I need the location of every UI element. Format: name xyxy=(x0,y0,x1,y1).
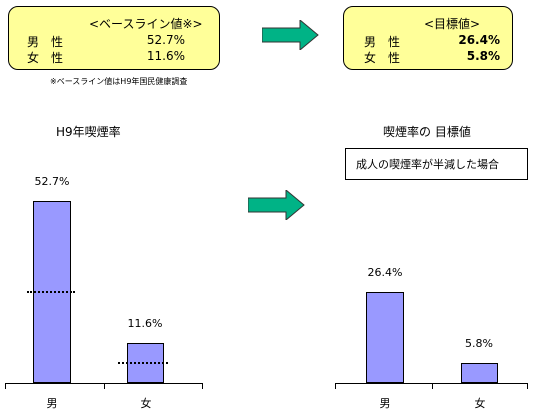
target-heading: <目標値> xyxy=(424,17,481,31)
target-box: <目標値> 男 性 26.4% 女 性 5.8% xyxy=(343,6,513,70)
bar-value-label: 52.7% xyxy=(34,175,70,189)
baseline-male-value: 52.7% xyxy=(146,33,185,47)
right-axis-tick xyxy=(432,383,433,389)
arrow-right-icon xyxy=(262,20,319,50)
left-axis-tick xyxy=(202,383,203,389)
target-male-label: 男 性 xyxy=(364,35,401,49)
category-label: 女 xyxy=(474,397,486,410)
category-label: 男 xyxy=(46,397,58,410)
target-row-male: 男 性 26.4% xyxy=(364,33,500,49)
target-male-value: 26.4% xyxy=(458,33,500,47)
bar-value-label: 26.4% xyxy=(367,265,403,279)
right-axis-tick xyxy=(335,383,336,389)
baseline-footnote: ※ベースライン値はH9年国民健康調査 xyxy=(50,77,188,86)
baseline-female-value: 11.6% xyxy=(146,49,185,63)
right-chart-title: 喫煙率の 目標値 xyxy=(383,125,471,139)
bar-value-label: 11.6% xyxy=(127,316,163,330)
right-x-axis xyxy=(335,383,528,384)
right-axis-tick xyxy=(527,383,528,389)
bar-value-label: 5.8% xyxy=(465,336,493,350)
category-label: 男 xyxy=(379,397,391,410)
left-axis-tick xyxy=(5,383,6,389)
left-axis-tick xyxy=(104,383,105,389)
bar-male-target xyxy=(366,291,404,383)
baseline-heading: <ベースライン値※> xyxy=(89,17,203,31)
target-reference-line-male xyxy=(27,290,75,293)
target-female-value: 5.8% xyxy=(466,49,500,63)
baseline-female-label: 女 性 xyxy=(27,51,64,65)
target-reference-line-female xyxy=(118,361,168,364)
baseline-row-female: 女 性 11.6% xyxy=(27,49,185,65)
left-chart-title: H9年喫煙率 xyxy=(56,125,121,139)
category-label: 女 xyxy=(140,397,152,410)
baseline-box: <ベースライン値※> 男 性 52.7% 女 性 11.6% xyxy=(8,6,220,70)
target-female-label: 女 性 xyxy=(364,51,401,65)
scenario-box: 成人の喫煙率が半減した場合 xyxy=(345,148,528,180)
baseline-row-male: 男 性 52.7% xyxy=(27,33,185,49)
baseline-male-label: 男 性 xyxy=(27,35,64,49)
target-row-female: 女 性 5.8% xyxy=(364,49,500,65)
bar-female-target xyxy=(461,362,498,383)
arrow-right-icon xyxy=(248,190,305,220)
